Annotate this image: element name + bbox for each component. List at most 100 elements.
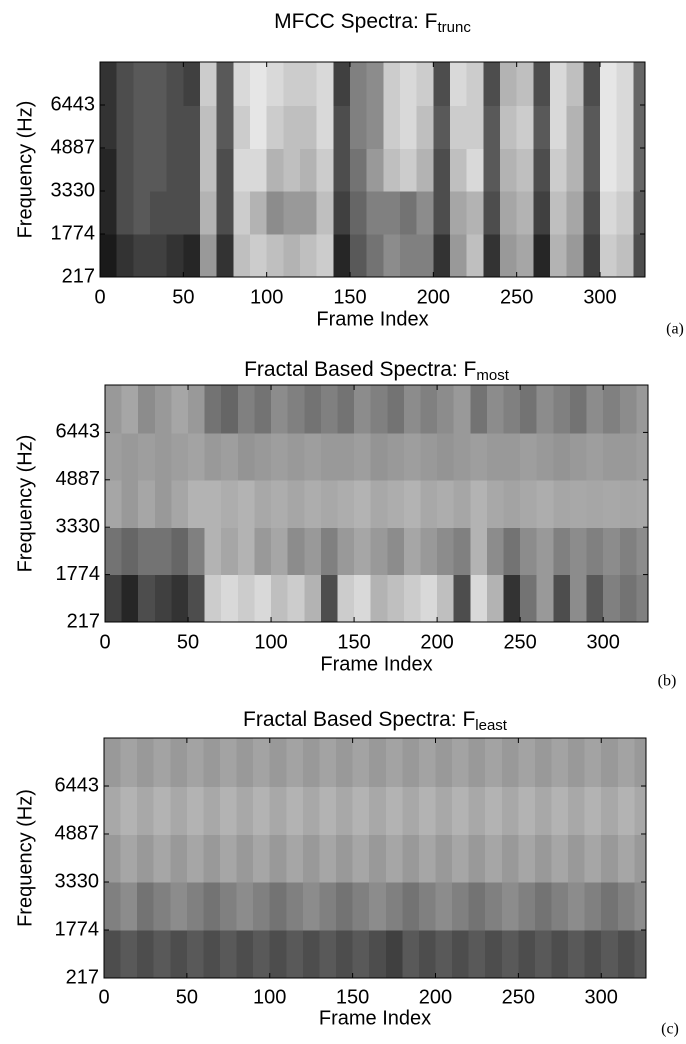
cell [553, 527, 571, 576]
chart-title: MFCC Spectra: Ftrunc [274, 10, 471, 36]
cell [485, 738, 503, 788]
cell [350, 105, 368, 149]
cell [601, 834, 619, 883]
cell [254, 527, 272, 576]
cell [566, 62, 584, 107]
x-tick-label: 50 [172, 286, 194, 308]
cell [269, 882, 287, 931]
cell [450, 62, 468, 107]
cell [616, 191, 634, 235]
x-axis-label: Frame Index [316, 308, 428, 330]
cell [418, 929, 436, 978]
cell [319, 929, 337, 978]
chart-title: Fractal Based Spectra: Fleast [243, 708, 508, 734]
cell [254, 432, 272, 481]
cell [536, 432, 554, 481]
cell [121, 385, 139, 434]
cell [105, 480, 123, 528]
cell [337, 480, 355, 528]
cell [583, 233, 601, 277]
cell [433, 191, 451, 235]
cell [150, 105, 168, 149]
cell [586, 385, 604, 434]
cell [468, 882, 486, 931]
cell [435, 882, 453, 931]
cell [403, 432, 422, 481]
cell [200, 148, 218, 192]
cell [633, 191, 645, 235]
cell [137, 786, 155, 835]
cell [500, 148, 518, 192]
cell [221, 432, 239, 481]
cell [204, 385, 222, 434]
cell [283, 233, 301, 277]
cell [466, 62, 484, 107]
cell [138, 432, 156, 481]
cell [116, 148, 134, 192]
cell [601, 786, 619, 835]
x-tick-label: 0 [98, 986, 109, 1008]
cell [452, 738, 470, 788]
cell [636, 432, 648, 481]
cell [352, 882, 370, 931]
cell [619, 527, 637, 576]
cell [383, 191, 401, 235]
cell [236, 786, 254, 835]
cell [250, 191, 268, 235]
cell [336, 786, 354, 835]
cell [154, 432, 172, 481]
cell [617, 882, 635, 931]
title-subscript: least [475, 717, 508, 734]
cell [150, 233, 168, 277]
x-tick-label: 100 [254, 631, 287, 653]
cell [283, 191, 301, 235]
cell [433, 148, 451, 192]
cell [236, 882, 254, 931]
cell [320, 432, 338, 481]
cell [483, 148, 501, 192]
cell [520, 527, 538, 576]
cell [105, 574, 123, 622]
cell [336, 882, 354, 931]
cell [216, 62, 234, 107]
cell [416, 62, 434, 107]
cell [137, 882, 155, 931]
cell [137, 929, 155, 978]
cell [352, 786, 370, 835]
cell [533, 105, 551, 149]
cell [266, 233, 284, 277]
cell [236, 834, 254, 883]
cell [583, 148, 601, 192]
cell [616, 105, 634, 149]
cell [433, 233, 451, 277]
cell [503, 480, 521, 528]
y-tick-label: 1774 [56, 563, 101, 585]
cell [166, 148, 184, 192]
cell [269, 738, 287, 788]
cell [266, 105, 284, 149]
cell [133, 191, 151, 235]
cell [333, 105, 351, 149]
cell [418, 738, 436, 788]
cell [170, 834, 188, 883]
cell [533, 191, 551, 235]
cell [316, 105, 334, 149]
cell [516, 191, 534, 235]
cell [501, 929, 519, 978]
cells [105, 385, 648, 622]
cell [486, 480, 505, 528]
cell [369, 786, 387, 835]
cell [402, 738, 420, 788]
x-tick-label: 100 [253, 986, 286, 1008]
cell [551, 882, 569, 931]
cell [583, 105, 601, 149]
cell [200, 62, 218, 107]
y-tick-label: 217 [66, 966, 99, 988]
cell [216, 105, 234, 149]
x-tick-label: 50 [177, 631, 199, 653]
plot-frame [104, 384, 649, 623]
cell [354, 480, 372, 528]
cell [286, 929, 304, 978]
cell [586, 432, 604, 481]
cell [533, 62, 551, 107]
